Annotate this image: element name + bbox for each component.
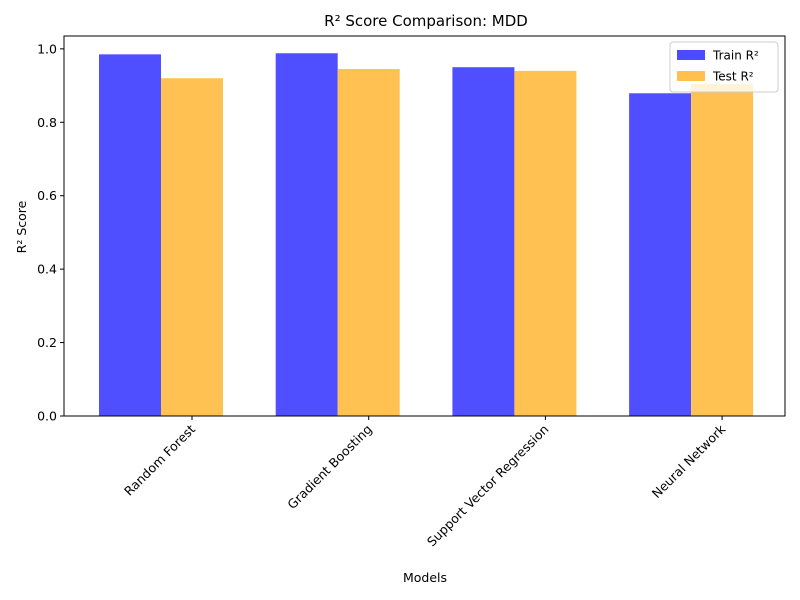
x-axis-title: Models (403, 570, 447, 585)
y-axis-title: R² Score (14, 200, 29, 253)
y-tick-label: 0.8 (37, 115, 57, 130)
x-axis-ticks: Random Forest Gradient Boosting Support Ve… (121, 416, 729, 549)
bar-test-2 (514, 70, 577, 417)
y-tick-label: 1.0 (37, 41, 57, 56)
bar-test-3 (691, 83, 754, 417)
bar-train-2 (452, 67, 515, 416)
chart-title: R² Score Comparison: MDD (324, 12, 528, 30)
bar-train-0 (99, 54, 161, 417)
axes (63, 35, 786, 417)
legend-swatch-test (677, 71, 705, 81)
x-tick-label: Gradient Boosting (284, 422, 375, 513)
bar-train-3 (629, 93, 692, 416)
legend-label-test: Test R² (712, 70, 754, 84)
y-axis-ticks: 0.0 0.2 0.4 0.6 0.8 1.0 (37, 41, 64, 424)
y-tick-label: 0.4 (37, 262, 57, 277)
bar-test-0 (161, 78, 223, 416)
legend-label-train: Train R² (712, 49, 759, 63)
y-tick-label: 0.0 (37, 409, 57, 424)
y-tick-label: 0.2 (37, 335, 57, 350)
x-tick-label: Support Vector Regression (424, 422, 552, 550)
bars (99, 53, 754, 417)
legend-swatch-train (677, 50, 705, 60)
bar-test-1 (337, 69, 400, 416)
y-tick-label: 0.6 (37, 188, 57, 203)
plot-frame (63, 35, 786, 417)
x-tick-label: Neural Network (649, 421, 729, 501)
x-tick-label: Random Forest (121, 421, 198, 498)
legend: Train R² Test R² (669, 41, 779, 93)
bar-train-1 (275, 53, 338, 416)
